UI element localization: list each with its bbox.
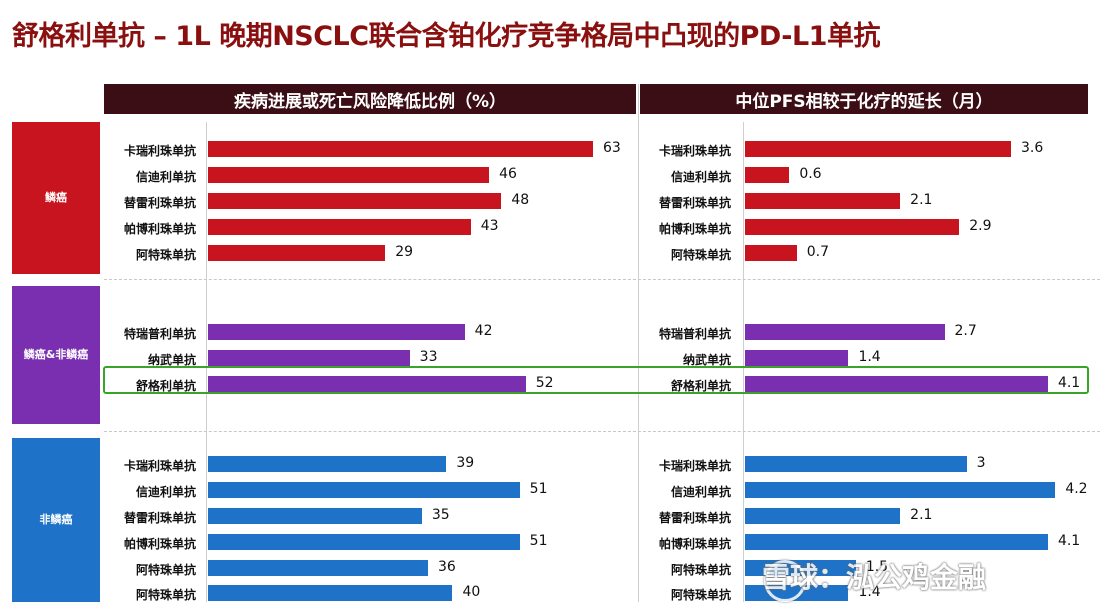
category-label: 替雷利珠单抗: [123, 511, 196, 525]
category-label: 卡瑞利珠单抗: [123, 144, 196, 158]
bar: [745, 193, 901, 209]
group-label-nonsquamous: 非鳞癌: [12, 438, 100, 602]
data-label: 52: [535, 375, 554, 391]
category-label: 帕博利珠单抗: [123, 222, 196, 236]
bar: [208, 350, 410, 366]
bar: [208, 193, 502, 209]
bar: [745, 245, 797, 261]
category-label: 信迪利单抗: [670, 170, 731, 184]
data-label: 51: [529, 481, 548, 497]
bar: [745, 482, 1056, 498]
group-separator: [104, 431, 1100, 432]
page-title: 舒格利单抗 – 1L 晚期NSCLC联合含铂化疗竞争格局中凸现的PD-L1单抗: [12, 21, 880, 52]
category-label: 特瑞普利单抗: [658, 327, 731, 341]
bar: [208, 324, 465, 340]
group-label-squamous: 鳞癌: [12, 122, 100, 274]
data-label: 36: [438, 559, 456, 575]
bar: [745, 376, 1048, 392]
category-label: 阿特珠单抗: [135, 588, 196, 602]
category-label: 帕博利珠单抗: [658, 537, 731, 551]
category-label: 替雷利珠单抗: [658, 196, 731, 210]
data-label: 63: [603, 140, 621, 156]
category-label: 帕博利珠单抗: [123, 537, 196, 551]
data-label: 35: [431, 507, 450, 523]
category-label: 阿特珠单抗: [670, 248, 731, 262]
watermark-logo-icon: [764, 560, 806, 602]
category-label: 信迪利单抗: [135, 170, 196, 184]
category-label: 卡瑞利珠单抗: [658, 459, 731, 473]
data-label: 2.1: [910, 192, 933, 208]
data-label: 40: [462, 584, 481, 600]
data-label: 4.2: [1065, 481, 1088, 497]
data-label: 48: [511, 192, 530, 208]
data-label: 0.7: [806, 244, 829, 260]
data-label: 2.9: [969, 218, 992, 234]
bar: [208, 482, 520, 498]
data-label: 4.1: [1057, 533, 1081, 549]
category-label: 纳武单抗: [682, 353, 731, 367]
bar: [208, 560, 428, 576]
data-label: 2.7: [954, 323, 977, 339]
category-label: 阿特珠单抗: [135, 248, 196, 262]
right-axis-line: [743, 122, 744, 602]
data-label: 3.6: [1021, 140, 1044, 156]
bar: [208, 534, 520, 550]
highlight-box: [103, 366, 1089, 394]
bar: [208, 245, 386, 261]
category-label: 卡瑞利珠单抗: [658, 144, 731, 158]
data-label: 33: [419, 349, 438, 365]
bar: [208, 456, 447, 472]
bar: [208, 141, 593, 157]
data-label: 1.4: [858, 349, 881, 365]
category-label: 舒格利单抗: [135, 379, 196, 393]
left-axis-line: [206, 122, 207, 602]
panel-divider: [638, 84, 639, 602]
category-label: 信迪利单抗: [135, 485, 196, 499]
left-panel-header: 疾病进展或死亡风险降低比例（%）: [104, 84, 636, 114]
data-label: 3: [976, 455, 986, 471]
bar: [745, 534, 1048, 550]
bar: [208, 167, 490, 183]
category-label: 卡瑞利珠单抗: [123, 459, 196, 473]
data-label: 1.5: [865, 559, 889, 575]
bar: [208, 508, 422, 524]
data-label: 43: [480, 218, 499, 234]
category-label: 替雷利珠单抗: [123, 196, 196, 210]
category-label: 帕博利珠单抗: [658, 222, 731, 236]
group-label-mixed: 鳞癌&非鳞癌: [12, 286, 100, 424]
group-separator: [104, 279, 1100, 280]
category-label: 纳武单抗: [147, 353, 196, 367]
category-label: 阿特珠单抗: [670, 588, 731, 602]
bar: [745, 456, 967, 472]
category-label: 特瑞普利单抗: [123, 327, 196, 341]
category-label: 阿特珠单抗: [135, 563, 196, 577]
category-label: 替雷利珠单抗: [658, 511, 731, 525]
bar: [745, 167, 790, 183]
bar: [208, 376, 526, 392]
data-label: 1.4: [858, 584, 881, 600]
bar: [745, 141, 1011, 157]
right-panel-header: 中位PFS相较于化疗的延长（月）: [640, 84, 1088, 114]
bar: [745, 350, 849, 366]
bar: [208, 219, 471, 235]
data-label: 2.1: [910, 507, 933, 523]
data-label: 39: [456, 455, 475, 471]
data-label: 0.6: [799, 166, 822, 182]
data-label: 4.1: [1057, 375, 1081, 391]
bar: [745, 219, 960, 235]
bar: [745, 508, 901, 524]
data-label: 46: [499, 166, 517, 182]
watermark: 雪球：泓公鸡金融: [762, 561, 987, 594]
bar: [745, 324, 945, 340]
category-label: 信迪利单抗: [670, 485, 731, 499]
bar: [208, 585, 453, 601]
data-label: 42: [474, 323, 493, 339]
data-label: 29: [395, 244, 414, 260]
category-label: 阿特珠单抗: [670, 563, 731, 577]
data-label: 51: [529, 533, 548, 549]
category-label: 舒格利单抗: [670, 379, 731, 393]
